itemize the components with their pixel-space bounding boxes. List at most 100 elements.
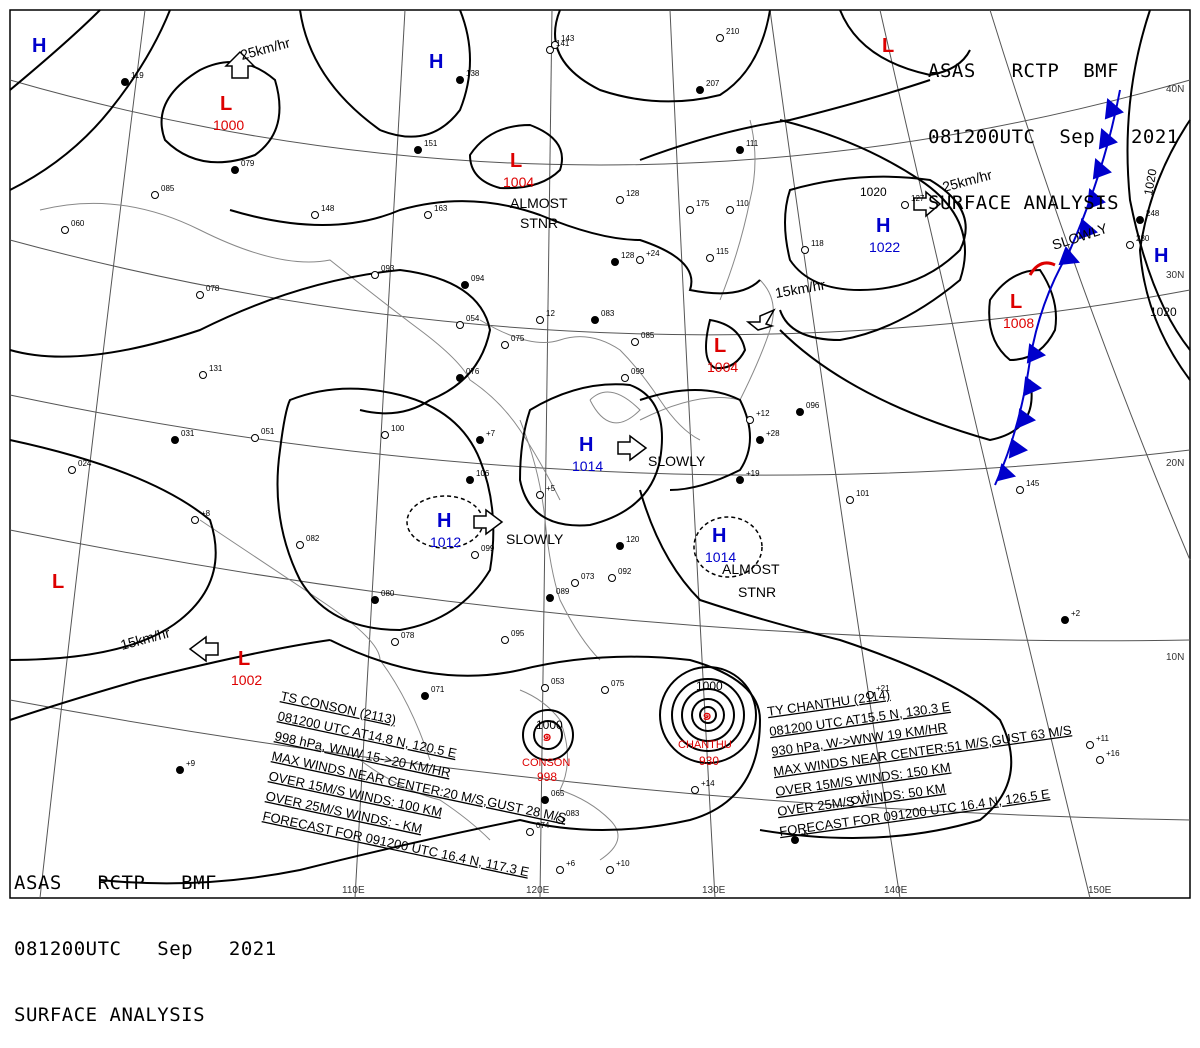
parallel-line [9,239,1191,336]
station-plot: 110 [726,199,749,214]
station-value: 138 [466,69,480,78]
grid-labels: 110E 120E 130E 140E 150E 40N 30N 20N 10N [342,84,1184,896]
station-value: 054 [466,314,480,323]
latitude-label: 20N [1166,458,1184,469]
station-value: +10 [616,859,630,868]
station-marker [461,281,469,289]
station-plot: 075 [501,334,525,349]
station-plot: 031 [171,429,195,444]
high-pressure-symbol: H [712,525,726,547]
typhoon-symbol: ๑ [702,707,712,724]
station-marker [601,686,609,694]
station-marker [556,866,564,874]
station-plot: +1 [851,789,871,804]
header-top-line1: ASAS RCTP BMF [928,60,1120,82]
station-value: 093 [381,264,395,273]
motion-arrows [188,50,942,663]
station-plot: 141 [546,39,570,54]
station-value: 094 [471,274,485,283]
station-plot: 118 [801,239,824,254]
station-marker [371,271,379,279]
motion-arrow [188,635,219,663]
station-marker [296,541,304,549]
station-marker [706,254,714,262]
station-value: 175 [696,199,710,208]
station-marker [476,436,484,444]
station-marker [456,76,464,84]
station-marker [801,246,809,254]
station-plot: 096 [796,401,820,416]
isobar [9,9,101,91]
header-bottom-line2: 081200UTC Sep 2021 [14,938,277,960]
station-plot: +28 [756,429,780,444]
station-plot: 073 [571,572,595,587]
station-value: 119 [131,71,144,80]
isobar [9,9,171,191]
station-plot: 078 [196,284,220,299]
station-plot: 148 [311,204,335,219]
coastline [519,419,601,661]
coastline [39,202,561,501]
cold-front-triangle [1008,438,1029,459]
low-pressure-symbol: L [220,93,232,115]
station-plot: 076 [456,367,480,382]
station-marker [621,374,629,382]
station-value: 148 [321,204,335,213]
latitude-label: 30N [1166,270,1184,281]
station-marker [151,191,159,199]
cold-front-triangle [1092,158,1112,180]
station-marker [541,796,549,804]
typhoon-isobar [522,709,574,761]
center-pressure-value: 1008 [1003,315,1034,331]
station-value: 096 [806,401,820,410]
high-pressure-symbol: H [579,434,593,456]
station-value: 095 [511,629,525,638]
station-value: +19 [746,469,760,478]
isobar [160,61,281,164]
isobars [9,9,1191,885]
station-plot: 230 [1126,234,1150,249]
high-pressure-symbol: H [876,215,890,237]
longitude-label: 150E [1088,885,1112,896]
station-marker [756,436,764,444]
coastline [639,279,774,421]
station-value: 106 [476,469,490,478]
meridian-line [39,9,146,899]
fronts [994,89,1124,486]
typhoon-name-chanthu: CHANTHU [678,739,732,751]
station-plot: 145 [1016,479,1040,494]
cold-front-triangle [1016,408,1037,429]
motion-label: SLOWLY [648,453,706,469]
station-plot: 248 [1136,209,1160,224]
station-plot: 078 [391,631,415,646]
station-value: 083 [566,809,580,818]
station-plot: 127 [901,194,925,209]
isobar-label: 1000 [536,718,563,732]
station-value: 143 [561,34,575,43]
low-pressure-symbol: L [882,35,894,57]
high-pressure-symbol: H [437,510,451,532]
parallel-line [9,79,1191,166]
station-marker [414,146,422,154]
station-marker [391,638,399,646]
isobar [9,268,492,415]
longitude-label: 140E [884,885,908,896]
station-plot: 119 [121,71,144,86]
station-marker [68,466,76,474]
isobar [9,439,217,661]
station-marker [536,491,544,499]
station-plot: 085 [631,331,655,346]
station-value: 080 [381,589,395,598]
surface-analysis-map: 119 085 060 079 078 148 151 163 093 094 054 075 076 1… [9,9,1191,1026]
station-value: 127 [911,194,925,203]
station-value: +7 [486,429,496,438]
motion-arrow [913,190,942,218]
station-value: 085 [641,331,655,340]
high-pressure-symbol: H [1154,245,1168,267]
isobar [1138,119,1191,381]
station-marker [1096,756,1104,764]
warm-front-line [1028,261,1056,276]
station-plot: +8 [191,509,211,524]
motion-label: ALMOST [510,195,568,211]
station-marker [866,691,874,699]
